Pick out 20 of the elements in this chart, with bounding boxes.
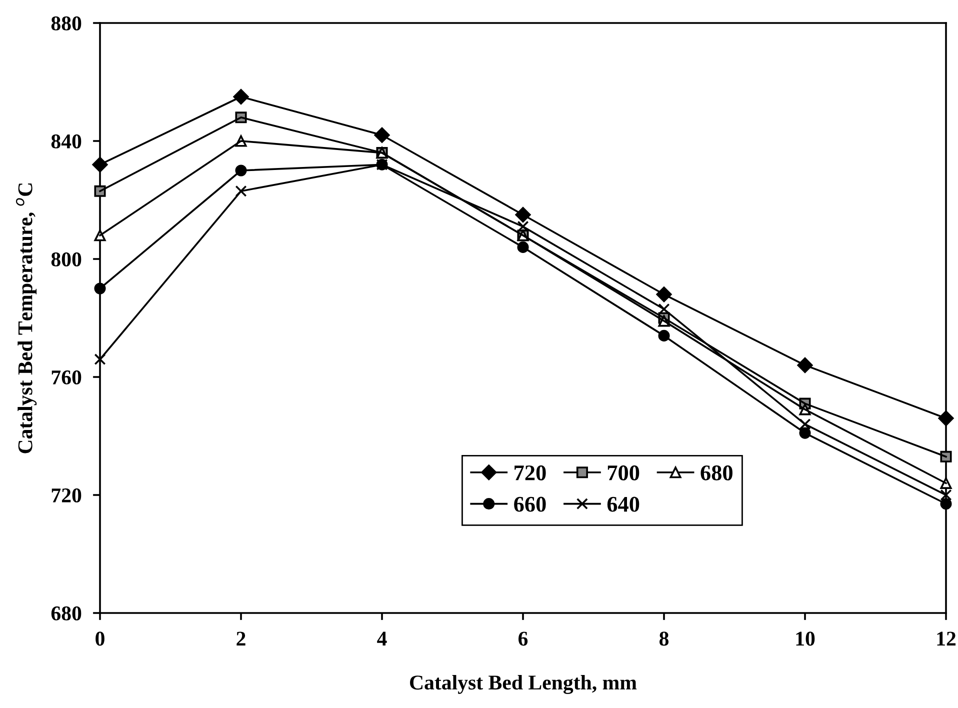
x-tick-label: 12	[937, 632, 956, 646]
y-tick-label: 800	[51, 252, 82, 266]
legend-label: 640	[607, 496, 640, 512]
y-axis-title: Catalyst Bed Temperature, $^{o}$C	[16, 183, 37, 454]
legend-label: 680	[700, 465, 732, 480]
x-tick-label: 8	[659, 632, 669, 646]
y-tick-label: 720	[52, 488, 82, 502]
y-tick-label: 680	[51, 606, 82, 620]
x-tick-label: 6	[518, 632, 528, 646]
legend-label: 700	[608, 465, 640, 480]
x-tick-label: 0	[96, 632, 104, 646]
y-tick-label: 880	[51, 16, 82, 30]
y-tick-label: 840	[51, 134, 82, 148]
x-tick-label: 10	[796, 632, 815, 646]
y-tick-label: 760	[52, 370, 82, 384]
legend-label: 660	[514, 496, 546, 512]
x-axis-title: Catalyst Bed Length, mm	[410, 674, 637, 694]
x-tick-label: 2	[236, 632, 246, 646]
legend-label: 720	[514, 465, 546, 480]
x-tick-label: 4	[377, 632, 387, 646]
